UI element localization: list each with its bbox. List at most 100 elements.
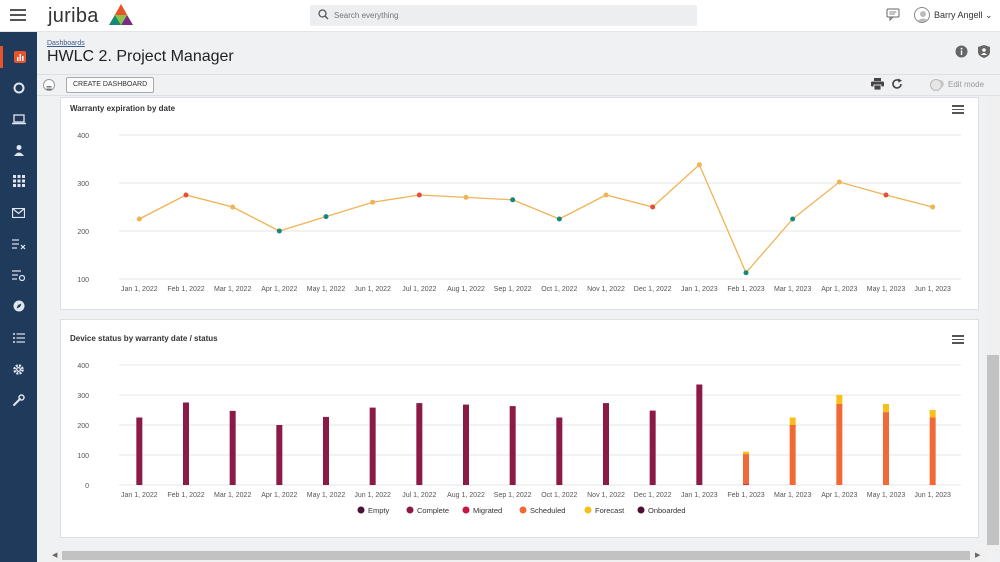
x-tick-label: Feb 1, 2023 [727, 492, 764, 499]
nav-users[interactable] [0, 139, 37, 161]
nav-mailboxes[interactable] [0, 202, 37, 224]
dashboard-menu-icon[interactable] [43, 79, 55, 91]
bar-segment [556, 417, 563, 485]
legend-label: Scheduled [530, 506, 565, 515]
chart-menu-icon[interactable] [952, 335, 964, 344]
y-tick-label: 200 [77, 423, 89, 430]
bar-segment [836, 395, 843, 404]
data-point [650, 204, 656, 210]
create-dashboard-button[interactable]: CREATE DASHBOARD [66, 77, 155, 93]
legend-label: Forecast [595, 506, 625, 515]
y-tick-label: 300 [77, 181, 89, 188]
chart-menu-icon[interactable] [952, 105, 964, 114]
grid-icon [12, 175, 25, 187]
avatar[interactable] [914, 7, 930, 23]
scroll-left-icon[interactable]: ◀ [52, 552, 58, 559]
x-tick-label: Mar 1, 2022 [214, 492, 251, 499]
y-tick-label: 400 [77, 133, 89, 140]
legend-item: Migrated [462, 506, 502, 515]
data-point [463, 194, 469, 200]
x-tick-label: Jan 1, 2022 [121, 286, 158, 293]
vertical-scrollbar-thumb[interactable] [987, 355, 999, 545]
x-tick-label: Nov 1, 2022 [587, 286, 625, 293]
info-icon[interactable] [955, 45, 968, 58]
data-point [883, 192, 889, 198]
nav-projects[interactable] [0, 77, 37, 99]
horizontal-scrollbar-thumb[interactable] [62, 551, 970, 560]
data-point [276, 228, 282, 234]
bar-segment [789, 425, 796, 485]
data-point [743, 270, 749, 276]
bar-segment [603, 403, 609, 485]
legend-item: Complete [406, 506, 449, 515]
user-icon [13, 145, 24, 156]
nav-tasks[interactable] [0, 233, 37, 255]
logo-mark-icon [109, 4, 133, 25]
nav-admin[interactable] [0, 389, 37, 411]
bar-segment [929, 410, 936, 418]
legend-swatch [584, 506, 592, 514]
top-bar: juriba Barry Angell ⌄ [0, 0, 1000, 32]
x-tick-label: Jan 1, 2022 [121, 492, 158, 499]
x-tick-label: May 1, 2023 [867, 492, 906, 499]
bar-segment [836, 404, 843, 485]
x-tick-label: Mar 1, 2023 [774, 492, 811, 499]
user-name: Barry Angell [934, 10, 983, 20]
bar-segment [743, 451, 749, 455]
breadcrumb[interactable]: Dashboards [47, 40, 85, 47]
nav-lists[interactable] [0, 327, 37, 349]
x-tick-label: Jul 1, 2022 [402, 286, 436, 293]
x-tick-label: Oct 1, 2022 [541, 492, 577, 499]
x-tick-label: Apr 1, 2022 [261, 286, 297, 293]
legend-swatch [519, 506, 527, 514]
print-icon[interactable] [871, 78, 884, 90]
x-tick-label: Jun 1, 2023 [914, 286, 951, 293]
hamburger-menu-icon[interactable] [10, 9, 26, 23]
legend-label: Empty [368, 506, 390, 515]
x-tick-label: Jan 1, 2023 [681, 492, 718, 499]
user-menu[interactable]: Barry Angell ⌄ [934, 10, 993, 21]
x-tick-label: Mar 1, 2022 [214, 286, 251, 293]
legend-swatch [406, 506, 414, 514]
edit-mode-toggle[interactable] [930, 79, 944, 91]
bar-segment [696, 384, 703, 485]
legend-swatch [357, 506, 365, 514]
refresh-icon[interactable] [891, 78, 903, 90]
nav-settings[interactable] [0, 358, 37, 380]
bar-segment [416, 403, 423, 485]
nav-applications[interactable] [0, 170, 37, 192]
x-tick-label: May 1, 2023 [867, 286, 906, 293]
data-point [416, 192, 422, 198]
x-tick-label: Aug 1, 2022 [447, 492, 485, 499]
checklist-icon [12, 270, 25, 281]
compass-icon [13, 300, 24, 312]
list-icon [12, 333, 25, 343]
data-point [790, 216, 796, 222]
x-tick-label: Feb 1, 2022 [167, 492, 204, 499]
legend-item: Forecast [584, 506, 625, 515]
nav-devices[interactable] [0, 108, 37, 130]
data-point [930, 204, 936, 210]
data-point [556, 216, 562, 222]
y-tick-label: 100 [77, 453, 89, 460]
nav-checklists[interactable] [0, 264, 37, 286]
nav-explore[interactable] [0, 295, 37, 317]
nav-dashboards[interactable] [0, 46, 37, 68]
search-input[interactable] [334, 5, 684, 26]
chevron-down-icon: ⌄ [985, 10, 993, 20]
page-title: HWLC 2. Project Manager [47, 48, 234, 65]
shield-icon[interactable] [977, 44, 991, 59]
y-tick-label: 400 [77, 363, 89, 370]
chat-icon[interactable] [886, 8, 900, 21]
data-point [183, 192, 189, 198]
x-tick-label: Dec 1, 2022 [634, 286, 672, 293]
bar-segment [649, 410, 656, 485]
legend-item: Scheduled [519, 506, 565, 515]
x-tick-label: Jun 1, 2022 [354, 286, 391, 293]
search-bar[interactable] [310, 5, 697, 26]
x-tick-label: Mar 1, 2023 [774, 286, 811, 293]
scroll-right-icon[interactable]: ▶ [975, 552, 981, 559]
x-tick-label: Aug 1, 2022 [447, 286, 485, 293]
x-tick-label: Jul 1, 2022 [402, 492, 436, 499]
x-tick-label: Oct 1, 2022 [541, 286, 577, 293]
